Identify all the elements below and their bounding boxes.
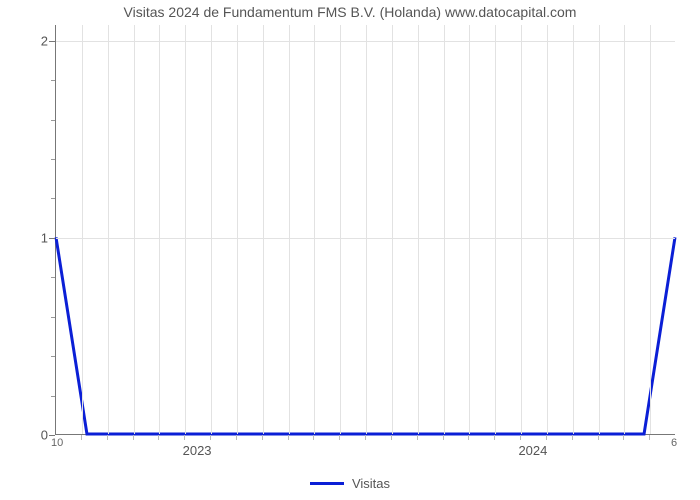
xtick-label: 2024 [518,443,547,458]
ytick-mark [49,435,55,436]
gridline-vertical [650,25,651,434]
gridline-vertical [521,25,522,434]
ytick-minor [51,80,55,81]
xtick-mark [520,435,521,440]
gridline-vertical [263,25,264,434]
gridline-vertical [134,25,135,434]
gridline-vertical [444,25,445,434]
xtick-mark [468,435,469,440]
ytick-minor [51,356,55,357]
xtick-mark [81,435,82,440]
ytick-minor [51,277,55,278]
corner-label-bottom-left: 10 [51,437,63,449]
gridline-vertical [237,25,238,434]
gridline-vertical [159,25,160,434]
gridline-vertical [289,25,290,434]
xtick-mark [365,435,366,440]
legend: Visitas [0,472,700,491]
ytick-label: 2 [41,33,48,48]
legend-label: Visitas [352,476,390,491]
ytick-minor [51,159,55,160]
xtick-mark [391,435,392,440]
gridline-vertical [314,25,315,434]
xtick-mark [443,435,444,440]
gridline-vertical [340,25,341,434]
ytick-mark [49,238,55,239]
xtick-mark [417,435,418,440]
gridline-horizontal [56,41,675,42]
gridline-vertical [392,25,393,434]
ytick-minor [51,198,55,199]
gridline-vertical [469,25,470,434]
xtick-mark [649,435,650,440]
gridline-vertical [366,25,367,434]
gridline-vertical [624,25,625,434]
gridline-vertical [82,25,83,434]
xtick-mark [623,435,624,440]
gridline-vertical [211,25,212,434]
xtick-mark [494,435,495,440]
xtick-mark [313,435,314,440]
xtick-mark [107,435,108,440]
xtick-mark [236,435,237,440]
xtick-mark [210,435,211,440]
xtick-label: 2023 [183,443,212,458]
gridline-vertical [495,25,496,434]
xtick-mark [262,435,263,440]
xtick-mark [158,435,159,440]
gridline-vertical [573,25,574,434]
ytick-mark [49,41,55,42]
gridline-vertical [185,25,186,434]
gridline-horizontal [56,238,675,239]
ytick-minor [51,120,55,121]
chart-container: Visitas 2024 de Fundamentum FMS B.V. (Ho… [0,0,700,500]
xtick-mark [598,435,599,440]
ytick-label: 0 [41,428,48,443]
plot-area [55,25,675,435]
gridline-vertical [108,25,109,434]
xtick-mark [288,435,289,440]
gridline-vertical [418,25,419,434]
xtick-mark [133,435,134,440]
xtick-mark [572,435,573,440]
gridline-vertical [599,25,600,434]
xtick-mark [184,435,185,440]
legend-swatch [310,482,344,485]
gridline-vertical [547,25,548,434]
corner-label-bottom-right: 6 [671,437,677,449]
xtick-mark [546,435,547,440]
ytick-minor [51,317,55,318]
xtick-mark [339,435,340,440]
chart-title: Visitas 2024 de Fundamentum FMS B.V. (Ho… [0,4,700,20]
ytick-minor [51,396,55,397]
legend-item: Visitas [310,476,390,491]
ytick-label: 1 [41,230,48,245]
